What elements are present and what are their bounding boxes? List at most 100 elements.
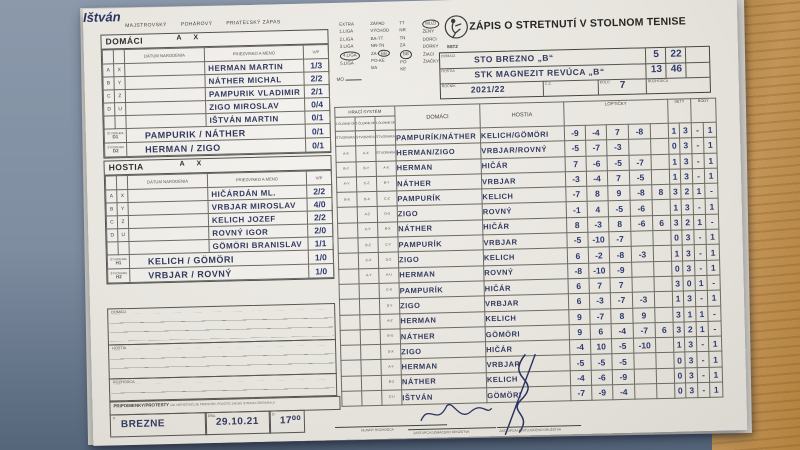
protest-note: (AK NEPOSTAČUJE PRIESTOR, POUŽITE ZADNÚ …	[170, 400, 275, 408]
system-code-cell: C-Y	[357, 222, 378, 238]
vp-cell: 1/0	[308, 249, 334, 265]
ball-score-cell	[654, 306, 674, 323]
sety-domaci-cell: 0	[668, 138, 681, 154]
sety-hostia-cell: 3	[680, 168, 693, 185]
ball-score-cell: -3	[565, 171, 587, 187]
system-code-cell: A-U	[378, 267, 400, 284]
ball-score-cell	[650, 138, 670, 155]
body-hostia-cell: 1	[707, 290, 721, 306]
ball-score-cell: -4	[570, 369, 592, 386]
vp-header: V/P	[303, 44, 329, 60]
hostia-body-cell: 13	[645, 62, 667, 79]
vp-cell: 0/1	[304, 110, 331, 125]
domaci-label: DOMÁCI	[105, 35, 144, 47]
ruled-lines	[109, 309, 334, 342]
ball-score-cell	[633, 353, 657, 369]
ball-score-cell: -8	[609, 246, 632, 263]
system-code-cell: A-X	[355, 145, 377, 162]
body-domaci-cell: 1	[693, 214, 706, 230]
sety-hostia-cell: 3	[684, 336, 697, 353]
vp-cell: 2/2	[306, 184, 332, 199]
body-hostia-cell: -	[708, 320, 722, 337]
circled-option: BB	[377, 49, 390, 57]
system-code-cell: ŠTVORHRA D1-H1	[355, 130, 376, 147]
sety-hostia-cell: 3	[685, 382, 699, 399]
ball-score-cell: -4	[585, 124, 607, 141]
system-code-cell	[340, 329, 361, 346]
sety-hostia-cell: 3	[685, 367, 698, 383]
letter-cell: B	[102, 76, 115, 91]
letter-cell: C	[103, 89, 115, 104]
ball-score-cell: 6	[568, 293, 590, 310]
ball-score-cell	[655, 352, 675, 369]
system-code-cell	[359, 313, 381, 330]
vp-cell: 0/1	[305, 137, 331, 153]
letter-x: X	[193, 34, 199, 42]
letter-cell: U	[114, 102, 126, 116]
ball-score-cell: -7	[610, 292, 633, 309]
date-field: DŇA 29.10.21	[204, 410, 272, 436]
system-code-cell: B-X	[356, 191, 378, 208]
ball-score-cell: -5	[569, 354, 592, 371]
body-domaci-cell: -	[697, 367, 710, 383]
body-hostia-cell: 1	[708, 336, 722, 352]
ball-score-cell: -4	[586, 170, 608, 187]
ball-score-cell: 7	[607, 170, 630, 186]
system-code-cell: B-Z	[357, 237, 379, 254]
system-code-cell	[360, 344, 381, 361]
away-captain-signature	[504, 353, 536, 436]
doubles-code: D2	[112, 147, 119, 154]
body-domaci-cell: -	[696, 336, 709, 353]
system-code-cell: C-Y	[377, 237, 399, 253]
body-hostia-cell: -	[705, 213, 719, 230]
ball-score-cell: -7	[589, 308, 612, 325]
league-option: KE	[400, 66, 407, 72]
system-code-cell: D-U	[377, 206, 398, 223]
ball-score-cell: -8	[629, 184, 653, 201]
ball-score-cell: -7	[585, 140, 607, 156]
match-type-majstrovsky: MAJSTROVSKÝ	[125, 22, 167, 30]
system-code-cell	[340, 345, 361, 361]
ball-score-cell: -3	[606, 139, 629, 156]
sety-domaci-cell: 3	[669, 184, 682, 200]
vp-cell: 2/2	[303, 71, 330, 86]
ball-score-cell: 7	[565, 155, 587, 172]
v-label: V	[112, 416, 116, 421]
lopticky-col-header: LOPTIČKY	[563, 99, 669, 126]
ball-score-cell: 9	[632, 307, 656, 324]
vp-cell: 2/2	[307, 210, 333, 225]
ball-score-cell	[650, 123, 669, 140]
sety-domaci-cell: 1	[672, 291, 684, 307]
system-code-cell: A-Y	[380, 359, 402, 376]
hostia-team-name: STK MAGNEZIT REVÚCA „B“	[474, 66, 605, 80]
ball-score-cell: 9	[569, 324, 591, 340]
system-code-cell	[361, 390, 383, 407]
ball-score-cell: 6	[567, 278, 590, 295]
league-column-level: EXTRA 1.LIGA 2.LIGA 3.LIGA 4.LIGA 5.LIGA	[339, 21, 360, 68]
sety-hostia-cell: 3	[679, 138, 693, 154]
system-code-cell: C-X	[358, 252, 379, 269]
vp-header: V/P	[306, 170, 332, 186]
system-code-cell: D-X	[380, 344, 401, 360]
body-domaci-cell: -	[691, 137, 705, 154]
protest-label: PRIPOMIENKY/PROTESTY	[113, 402, 170, 409]
ball-score-cell: -6	[630, 200, 653, 217]
sety-domaci-cell: 3	[670, 214, 682, 231]
system-code-cell: A-Z	[379, 313, 401, 330]
sety-col-header: SETY	[667, 98, 692, 124]
system-code-cell: C-Z	[376, 191, 398, 207]
body-hostia-cell: 1	[703, 122, 717, 138]
system-code-cell: ŠTVORHRA D1-H1	[375, 129, 396, 146]
system-code-cell	[338, 268, 360, 285]
doubles-code: H2	[115, 273, 122, 280]
league-option: ŽIAČKY	[423, 58, 440, 64]
home-captain-signature	[420, 403, 493, 422]
body-domaci-cell: 1	[695, 305, 709, 322]
sety-hostia-cell: 3	[681, 199, 694, 215]
sys-col-1-header: 2-ČLENNÉ DRUŽSTVÁ	[334, 116, 356, 132]
match-report-form: MAJSTROVSKÝ POHÁROVÝ PRIATEĽSKÝ ZÁPAS DO…	[82, 0, 748, 446]
referee-signature-label: HLAVNÝ ROZHODCA	[361, 427, 394, 433]
ball-score-cell: 4	[587, 201, 609, 218]
